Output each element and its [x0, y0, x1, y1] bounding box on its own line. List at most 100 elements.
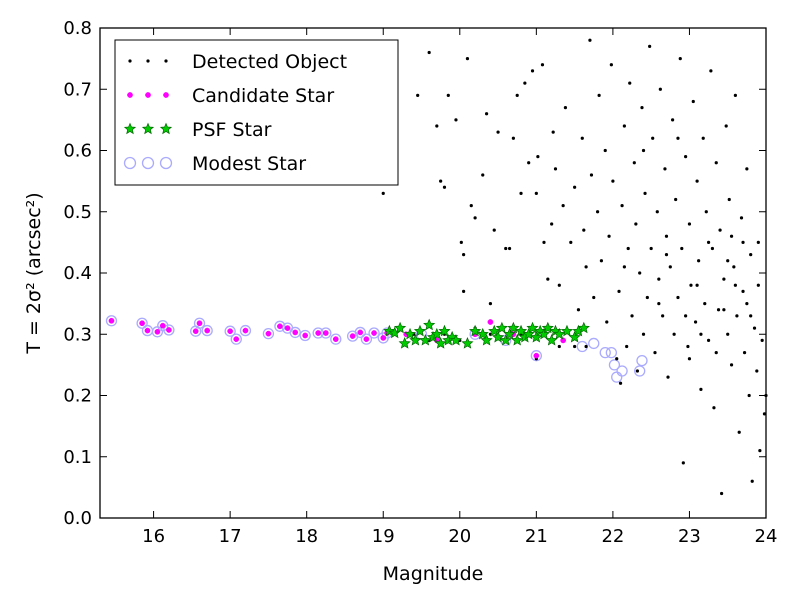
data-point: [332, 336, 339, 342]
data-point: [413, 324, 427, 337]
data-point: [678, 57, 682, 61]
data-point: [393, 321, 407, 334]
data-point: [609, 63, 613, 67]
data-point: [557, 344, 561, 349]
data-point: [580, 136, 584, 140]
data-point: [641, 332, 646, 336]
data-point: [523, 81, 527, 85]
legend-box: [114, 39, 399, 186]
data-point: [651, 136, 655, 140]
data-point: [550, 222, 554, 226]
data-point: [545, 333, 558, 346]
y-tick-label: 0.8: [63, 18, 92, 39]
data-point: [488, 324, 501, 337]
data-point: [686, 344, 690, 349]
data-point: [439, 179, 443, 183]
data-point: [625, 344, 629, 349]
legend-marker: [145, 92, 151, 98]
data-point: [684, 155, 688, 159]
data-point: [681, 461, 685, 465]
legend-marker: [141, 122, 155, 135]
data-point: [284, 325, 291, 331]
data-point: [449, 333, 463, 346]
data-point: [658, 87, 662, 91]
x-tick-label: 19: [372, 526, 395, 547]
data-point: [599, 259, 604, 263]
data-point: [643, 191, 647, 195]
data-point: [530, 330, 543, 343]
data-point: [193, 317, 206, 329]
y-tick-label: 0.1: [63, 447, 92, 468]
data-point: [752, 326, 757, 330]
data-point: [611, 371, 623, 383]
data-point: [368, 327, 380, 339]
data-point: [139, 320, 145, 327]
legend-label: Candidate Star: [192, 85, 334, 107]
data-point: [709, 69, 713, 73]
data-point: [724, 124, 728, 128]
data-point: [756, 240, 760, 244]
data-point: [536, 155, 540, 159]
plot-marks: [105, 38, 768, 496]
axis-ticks: 16 17 18 19 20 21 22 23 24 0.0 0.1 0.2 0.3 0.4 0.5 0.6 0…: [63, 18, 777, 547]
data-point: [701, 136, 705, 140]
data-point: [409, 333, 422, 346]
data-point: [434, 337, 447, 349]
data-point: [714, 161, 718, 165]
data-point: [733, 93, 737, 97]
data-point: [641, 148, 646, 153]
data-point: [695, 283, 699, 287]
data-point: [750, 479, 754, 483]
data-point: [712, 406, 716, 410]
data-point: [672, 332, 676, 336]
data-point: [530, 350, 542, 362]
data-point: [196, 320, 203, 327]
legend-marker: [146, 59, 150, 63]
data-point: [224, 325, 236, 337]
data-point: [608, 359, 621, 371]
y-tick-label: 0.3: [63, 324, 92, 345]
data-point: [476, 327, 489, 340]
legend-label: Detected Object: [192, 51, 347, 73]
data-point: [360, 333, 373, 345]
data-point: [697, 259, 701, 263]
data-point: [354, 326, 366, 339]
data-point: [653, 351, 657, 355]
data-point: [584, 265, 588, 269]
data-point: [645, 295, 649, 300]
data-point: [438, 324, 451, 337]
data-point: [546, 277, 550, 281]
y-tick-label: 0.2: [63, 386, 92, 407]
data-point: [628, 81, 632, 85]
data-point: [676, 136, 680, 140]
data-point: [488, 302, 493, 306]
data-point: [446, 93, 450, 97]
data-point: [480, 333, 493, 346]
data-point: [461, 337, 474, 349]
data-point: [597, 93, 601, 97]
data-point: [568, 330, 581, 343]
data-point: [503, 327, 516, 340]
data-point: [357, 329, 364, 336]
data-point: [687, 222, 692, 226]
data-point: [607, 234, 611, 238]
data-point: [742, 351, 747, 355]
data-point: [732, 265, 736, 269]
data-point: [561, 204, 565, 208]
data-point: [693, 320, 698, 324]
data-point: [495, 321, 508, 334]
data-point: [635, 369, 639, 373]
data-point: [487, 319, 494, 325]
data-point: [204, 327, 211, 334]
data-point: [603, 148, 607, 153]
data-point: [569, 240, 573, 244]
legend-item-modest-star: Modest Star: [123, 153, 306, 175]
x-tick-label: 18: [295, 526, 318, 547]
data-point: [699, 332, 703, 336]
data-point: [630, 314, 634, 318]
data-point: [166, 327, 172, 333]
data-point: [640, 106, 644, 110]
data-point: [714, 351, 718, 355]
x-tick-label: 22: [601, 526, 624, 547]
